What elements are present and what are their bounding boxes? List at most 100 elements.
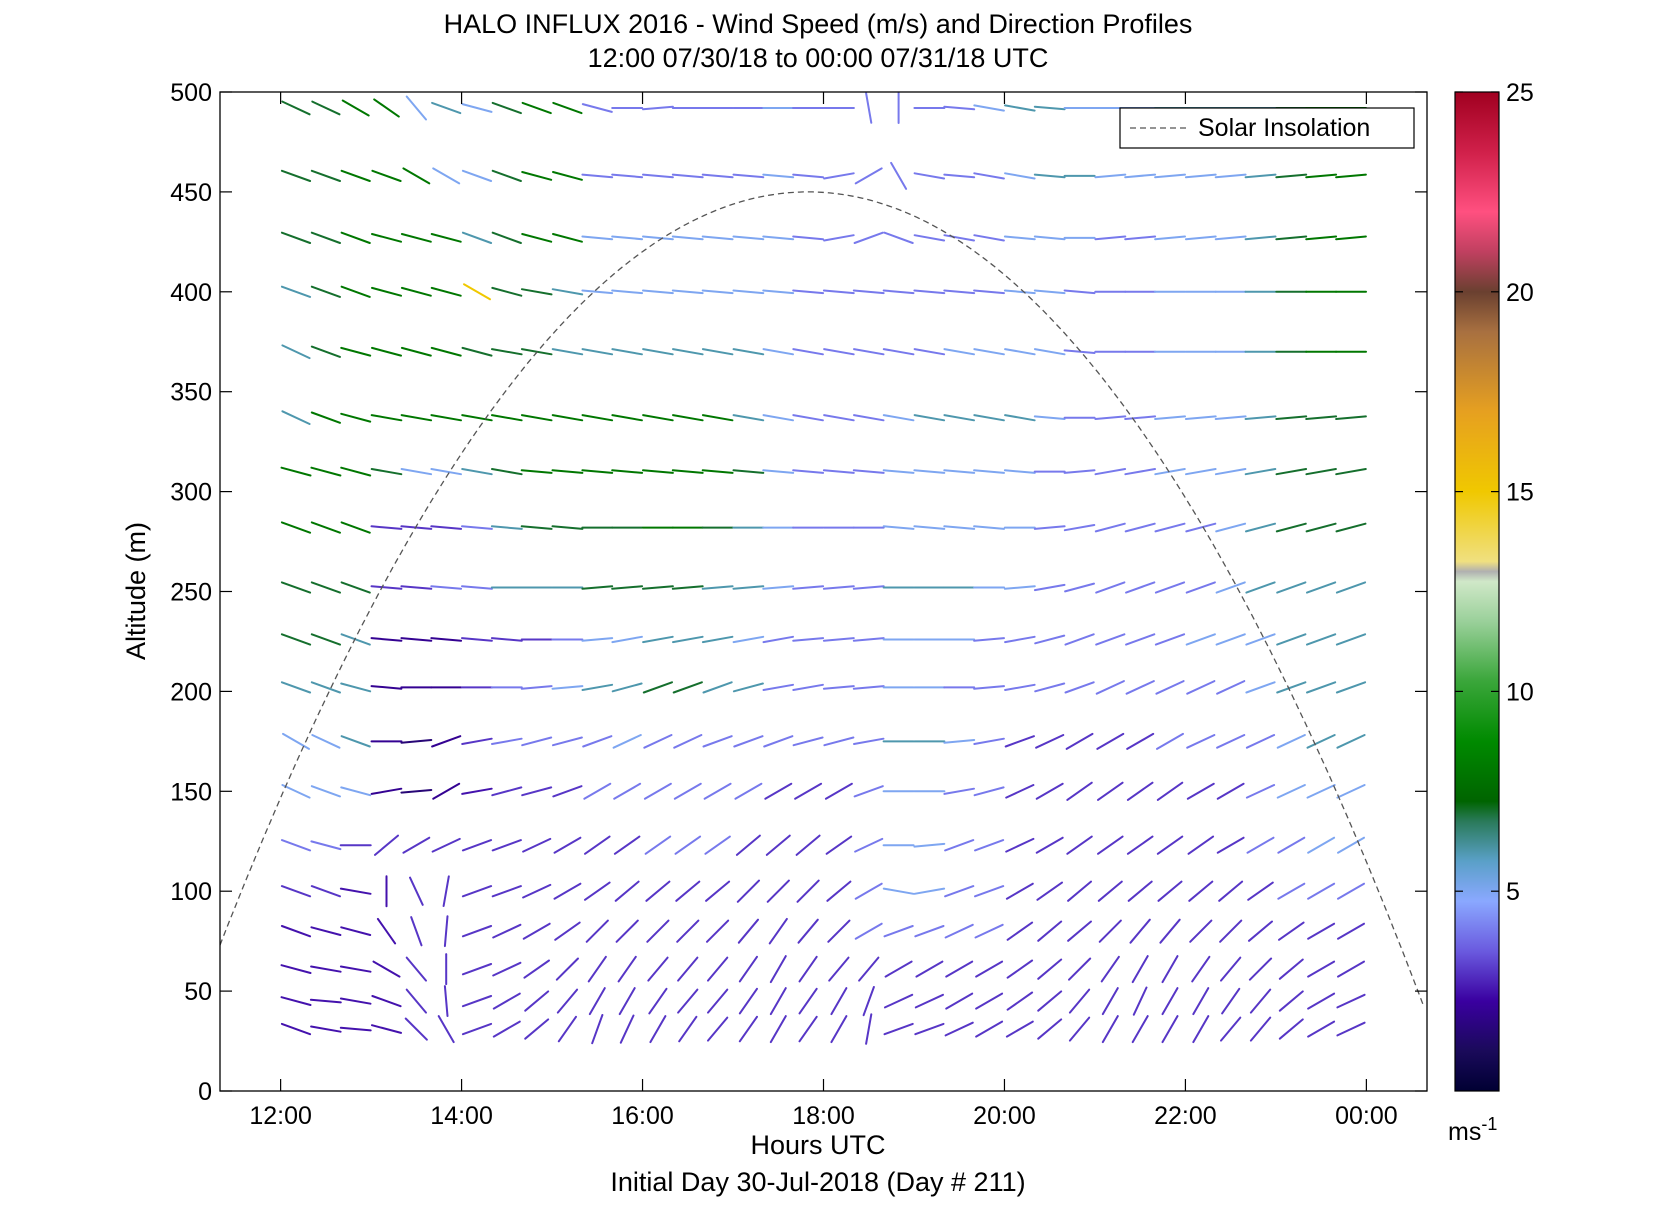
wind-vector: [1185, 581, 1216, 594]
wind-vector: [373, 98, 400, 118]
wind-vector: [587, 955, 607, 983]
wind-vector: [943, 787, 975, 795]
wind-vector: [281, 784, 311, 799]
wind-vector: [581, 103, 613, 113]
wind-vector: [1004, 414, 1036, 422]
colorbar-tick-label: 10: [1506, 678, 1534, 706]
wind-vector: [280, 1022, 312, 1036]
wind-vector: [461, 525, 493, 530]
wind-vector: [1063, 289, 1096, 295]
wind-vector: [461, 839, 493, 852]
wind-vector: [341, 99, 370, 117]
wind-vector: [310, 926, 342, 936]
wind-vector: [1154, 468, 1186, 476]
legend: Solar Insolation: [1119, 107, 1415, 149]
wind-vector: [1186, 680, 1216, 695]
wind-vector: [1244, 468, 1277, 476]
wind-vector: [491, 231, 522, 244]
wind-vector: [648, 987, 668, 1015]
wind-vector: [280, 521, 312, 534]
wind-vector: [371, 995, 402, 1008]
wind-vector: [1335, 468, 1367, 476]
wind-vector: [431, 735, 462, 748]
wind-vector: [520, 685, 553, 690]
colorbar-tick-label: 15: [1506, 479, 1534, 507]
wind-vector: [642, 585, 674, 590]
wind-vector: [280, 885, 312, 898]
wind-vector: [913, 234, 946, 242]
wind-vector: [491, 468, 523, 476]
wind-vector: [1101, 987, 1119, 1016]
wind-vector: [410, 916, 423, 947]
legend-box: [1119, 107, 1415, 149]
wind-vector: [611, 414, 643, 422]
wind-vector: [1037, 958, 1063, 980]
wind-vector: [521, 736, 553, 747]
wind-vector: [491, 101, 522, 115]
wind-vector: [1131, 1015, 1149, 1044]
wind-vector: [1159, 918, 1181, 944]
wind-vector: [581, 585, 614, 590]
wind-vector: [310, 965, 342, 973]
wind-vector: [1006, 991, 1034, 1011]
wind-vector: [1034, 634, 1066, 645]
wind-vector: [769, 1015, 787, 1044]
wind-vector: [552, 171, 583, 181]
wind-vector: [865, 1013, 873, 1045]
wind-vector: [340, 412, 372, 423]
wind-vector: [281, 344, 311, 360]
wind-vector: [823, 172, 855, 180]
wind-vector: [619, 1014, 635, 1044]
wind-vector: [975, 1020, 1004, 1038]
wind-vector: [310, 285, 341, 298]
wind-vector: [553, 836, 582, 854]
wind-vector: [1064, 582, 1095, 593]
wind-vector: [1248, 957, 1273, 981]
wind-vector: [974, 839, 1005, 852]
y-axis: 0 50 100 150 200 250 300 350 400 450 500: [170, 79, 1427, 1106]
wind-vector: [370, 637, 403, 642]
wind-vector: [944, 839, 975, 852]
wind-vector: [1187, 835, 1215, 855]
wind-vector: [943, 525, 976, 530]
wind-vector: [973, 104, 1005, 112]
wind-vector: [884, 960, 913, 978]
wind-vector: [310, 785, 341, 798]
wind-vector: [1156, 835, 1184, 855]
wind-vector: [552, 736, 583, 747]
wind-vector: [703, 782, 732, 800]
wind-vector: [642, 105, 674, 111]
wind-vector: [1003, 469, 1036, 474]
wind-vector: [1157, 880, 1183, 902]
wind-vector: [827, 919, 851, 943]
wind-vector: [371, 1024, 402, 1034]
colorbar-gradient: [1454, 91, 1500, 1092]
wind-vector: [738, 955, 758, 983]
wind-vector: [591, 1014, 604, 1045]
wind-vector: [732, 682, 764, 693]
wind-vector: [1094, 468, 1127, 476]
wind-vector: [792, 348, 824, 356]
wind-vector: [1275, 173, 1308, 179]
wind-vector: [769, 955, 787, 984]
wind-vector: [1033, 289, 1066, 295]
wind-vector: [913, 525, 946, 530]
wind-vector: [1249, 988, 1272, 1014]
wind-vector: [1003, 585, 1036, 590]
wind-vector: [671, 289, 704, 295]
wind-vector: [1154, 173, 1186, 179]
wind-vector: [645, 880, 671, 902]
wind-vector: [1156, 781, 1184, 801]
wind-vector: [1184, 415, 1217, 420]
wind-vector: [339, 1026, 372, 1032]
wind-vector: [1307, 922, 1336, 940]
wind-vector: [1184, 173, 1217, 179]
wind-vector: [706, 919, 730, 943]
wind-vector: [914, 993, 944, 1009]
wind-vector: [852, 585, 885, 590]
wind-vector: [583, 782, 612, 800]
wind-vector: [581, 289, 614, 295]
wind-vector: [644, 835, 672, 855]
wind-vector: [1278, 958, 1304, 980]
wind-vector: [1155, 680, 1185, 695]
